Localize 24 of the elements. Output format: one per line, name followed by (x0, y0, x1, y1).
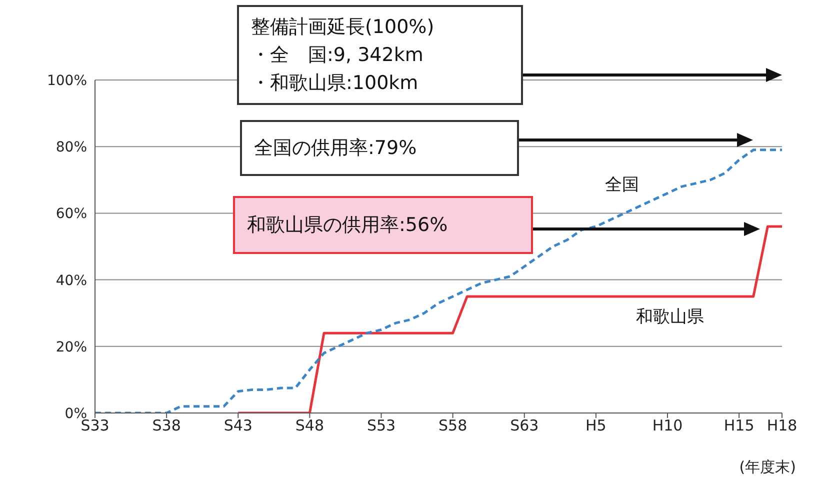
callout-box: 和歌山県の供用率:56% (233, 196, 533, 254)
annotation: 整備計画延長(100%) ・全 国:9, 342km ・和歌山県:100km (251, 15, 434, 96)
x-tick-label: S38 (152, 416, 181, 435)
x-tick-label: H15 (724, 416, 754, 435)
series-label: 全国 (605, 175, 639, 195)
x-tick-label: H5 (586, 416, 606, 435)
y-tick-label: 20% (56, 339, 87, 356)
callout-box: 全国の供用率:79% (240, 120, 519, 176)
x-tick-label: S48 (295, 416, 324, 435)
annotation: 和歌山県の供用率:56% (247, 213, 448, 238)
callout-box: 整備計画延長(100%) ・全 国:9, 342km ・和歌山県:100km (237, 5, 523, 105)
x-tick-label: S53 (366, 416, 396, 435)
series-label: 和歌山県 (636, 307, 704, 327)
x-axis-title: (年度末) (739, 458, 796, 476)
y-tick-label: 100% (46, 72, 87, 89)
x-tick-label: S43 (224, 416, 252, 435)
x-tick-label: H18 (766, 416, 798, 435)
x-tick-label: S63 (510, 416, 539, 435)
annotation: 全国の供用率:79% (254, 136, 417, 161)
y-tick-label: 40% (56, 272, 87, 289)
x-tick-label: H10 (652, 416, 683, 435)
y-tick-label: 80% (56, 140, 87, 156)
y-tick-label: 60% (56, 206, 87, 222)
x-tick-label: S58 (438, 416, 468, 435)
